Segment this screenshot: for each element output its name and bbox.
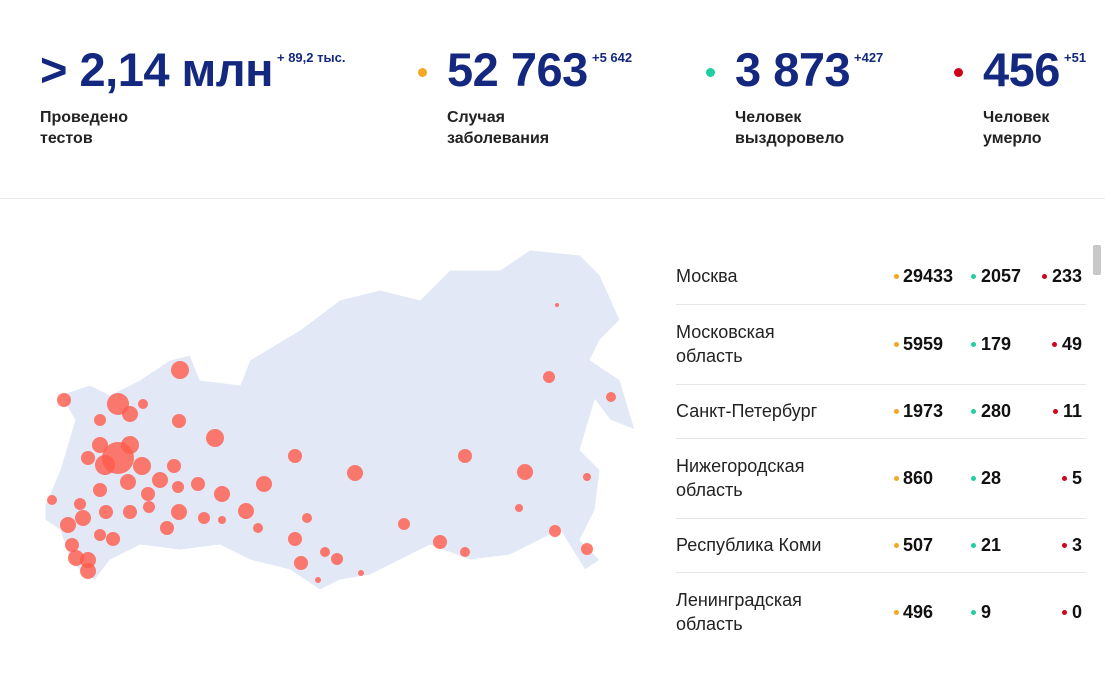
- scrollbar[interactable]: [1093, 245, 1101, 275]
- region-row[interactable]: Ленинградская область 496 9 0: [676, 572, 1086, 652]
- stat-dot: [954, 68, 963, 77]
- stat-value: 456: [983, 43, 1060, 96]
- stat-value: 3 873: [735, 43, 851, 96]
- deaths-dot: [1052, 342, 1057, 347]
- region-name: Республика Коми: [676, 533, 821, 557]
- deaths: 233: [1051, 265, 1082, 286]
- cases-dot: [894, 543, 899, 548]
- recovered: 28: [981, 467, 1002, 488]
- region-name-line: Нижегородская: [676, 456, 805, 476]
- cases: 5959: [903, 333, 944, 354]
- cases: 496: [903, 601, 934, 622]
- recovered: 179: [981, 333, 1012, 354]
- deaths: 5: [1071, 467, 1082, 488]
- cases: 860: [903, 467, 934, 488]
- region-row[interactable]: Санкт-Петербург 1973 280 11: [676, 384, 1086, 439]
- region-row[interactable]: Москва 29433 2057 233: [676, 248, 1086, 305]
- stat-delta: +51: [1064, 50, 1087, 65]
- stat-dot: [418, 68, 427, 77]
- cases: 1973: [903, 400, 944, 421]
- stat-label: Проведено тестов: [40, 107, 128, 149]
- stat-label: Человек выздоровело: [735, 107, 844, 149]
- cases-dot: [894, 610, 899, 615]
- stat-label-line: Человек: [983, 109, 1050, 126]
- region-name: Москва: [676, 264, 737, 288]
- cases-dot: [894, 274, 899, 279]
- deaths-dot: [1042, 274, 1047, 279]
- region-row[interactable]: Республика Коми 507 21 3: [676, 518, 1086, 573]
- region-name-line: область: [676, 614, 743, 634]
- stat-dot: [706, 68, 715, 77]
- stat-label-line: Случая: [447, 109, 505, 126]
- stat-label-line: тестов: [40, 130, 93, 147]
- recovered-dot: [971, 342, 976, 347]
- deaths: 0: [1071, 601, 1082, 622]
- recovered-dot: [971, 476, 976, 481]
- deaths: 11: [1062, 400, 1082, 421]
- recovered: 2057: [981, 265, 1022, 286]
- deaths-dot: [1062, 543, 1067, 548]
- stat-label-line: Человек: [735, 109, 802, 126]
- stat-label-line: заболевания: [447, 130, 550, 147]
- region-name-line: Московская: [676, 322, 775, 342]
- stat-label: Случая заболевания: [447, 107, 549, 149]
- recovered: 9: [981, 601, 992, 622]
- stat-value: > 2,14 млн: [40, 43, 274, 96]
- region-name: Санкт-Петербург: [676, 399, 817, 423]
- region-name-line: область: [676, 346, 743, 366]
- recovered: 280: [981, 400, 1012, 421]
- deaths-dot: [1053, 409, 1058, 414]
- cases: 29433: [903, 265, 954, 286]
- divider: [0, 198, 1105, 199]
- deaths: 3: [1071, 534, 1082, 555]
- stat-delta: +427: [854, 50, 884, 65]
- region-name: Нижегородская область: [676, 454, 804, 502]
- cases: 507: [903, 534, 934, 555]
- region-name: Ленинградская область: [676, 588, 802, 636]
- stat-value: 52 763: [447, 43, 588, 96]
- map-bubbles: [47, 303, 616, 583]
- region-name: Московская область: [676, 320, 775, 368]
- region-name-line: Санкт-Петербург: [676, 401, 818, 421]
- recovered-dot: [971, 274, 976, 279]
- recovered: 21: [981, 534, 1002, 555]
- stat-label-line: Проведено: [40, 109, 129, 126]
- deaths-dot: [1062, 610, 1067, 615]
- recovered-dot: [971, 409, 976, 414]
- cases-dot: [894, 342, 899, 347]
- deaths-dot: [1062, 476, 1067, 481]
- stat-label-line: умерло: [983, 130, 1042, 147]
- region-name-line: Ленинградская: [676, 590, 802, 610]
- stat-label-line: выздоровело: [735, 130, 845, 147]
- recovered-dot: [971, 543, 976, 548]
- stat-delta: + 89,2 тыс.: [277, 50, 346, 65]
- region-name-line: Республика Коми: [676, 535, 822, 555]
- region-row[interactable]: Нижегородская область 860 28 5: [676, 438, 1086, 519]
- deaths: 49: [1061, 333, 1082, 354]
- region-row[interactable]: Московская область 5959 179 49: [676, 304, 1086, 385]
- region-name-line: Москва: [676, 266, 738, 286]
- cases-dot: [894, 409, 899, 414]
- map: [44, 249, 636, 591]
- map-country: [44, 249, 636, 591]
- stat-delta: +5 642: [592, 50, 633, 65]
- recovered-dot: [971, 610, 976, 615]
- region-name-line: область: [676, 480, 743, 500]
- cases-dot: [894, 476, 899, 481]
- stat-label: Человек умерло: [983, 107, 1049, 149]
